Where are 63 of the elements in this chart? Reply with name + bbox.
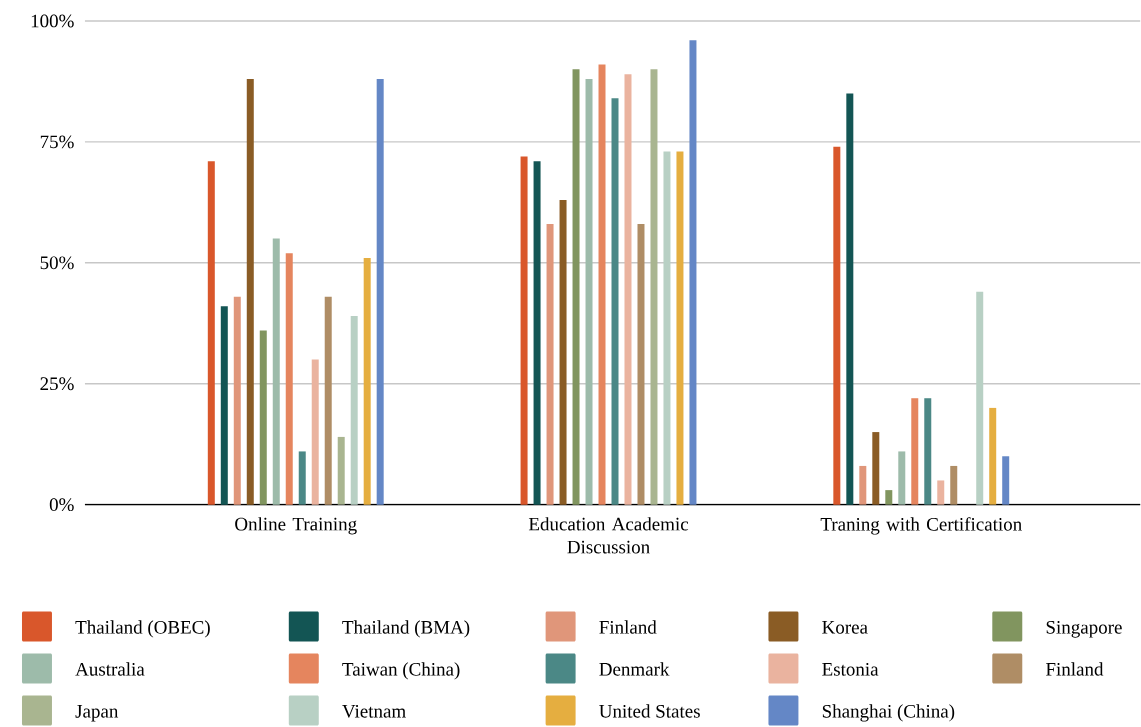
bar bbox=[220, 306, 228, 505]
legend-label: Thailand (BMA) bbox=[342, 620, 470, 638]
legend-label: Japan bbox=[75, 704, 119, 722]
bar bbox=[520, 156, 528, 505]
y-tick-label: 0% bbox=[49, 497, 74, 511]
bar bbox=[533, 161, 541, 505]
legend-label: Shanghai (China) bbox=[822, 704, 955, 722]
bar bbox=[924, 397, 932, 505]
bar bbox=[246, 78, 254, 505]
bar bbox=[976, 291, 984, 505]
legend-label: Denmark bbox=[599, 662, 670, 676]
bar bbox=[272, 238, 280, 505]
bar bbox=[872, 431, 880, 505]
bar bbox=[859, 465, 867, 505]
legend-label: Korea bbox=[822, 620, 868, 634]
bar bbox=[676, 151, 684, 505]
legend-label: United States bbox=[599, 704, 700, 718]
legend-label: Singapore bbox=[1046, 620, 1122, 638]
bar bbox=[950, 465, 958, 505]
bar bbox=[937, 480, 945, 505]
bar bbox=[663, 151, 671, 505]
bar bbox=[350, 315, 358, 505]
bar bbox=[572, 69, 580, 505]
legend-label: Estonia bbox=[822, 662, 879, 676]
bar bbox=[376, 78, 384, 505]
bar bbox=[324, 296, 332, 505]
legend-label: Taiwan (China) bbox=[342, 662, 460, 680]
y-tick-label: 100% bbox=[31, 14, 74, 28]
bar bbox=[285, 252, 293, 505]
bar bbox=[363, 257, 371, 505]
bar bbox=[559, 199, 567, 505]
bar bbox=[624, 73, 632, 505]
bar bbox=[546, 223, 554, 505]
bar bbox=[311, 359, 319, 505]
bar bbox=[298, 451, 306, 505]
bar bbox=[846, 93, 854, 505]
bar bbox=[689, 40, 697, 505]
y-tick-label: 25% bbox=[40, 377, 74, 390]
bar bbox=[833, 146, 841, 505]
x-tick-label: Online Training bbox=[235, 516, 357, 535]
bar bbox=[885, 489, 893, 505]
bar bbox=[650, 69, 658, 505]
bar bbox=[611, 98, 619, 505]
bar bbox=[1002, 456, 1010, 505]
legend-label: Finland bbox=[1046, 662, 1104, 676]
bar bbox=[337, 436, 345, 505]
legend-label: Australia bbox=[75, 662, 145, 676]
bar bbox=[598, 64, 606, 505]
y-tick-label: 50% bbox=[40, 256, 74, 270]
bar bbox=[259, 330, 267, 505]
y-tick-label: 75% bbox=[40, 135, 74, 149]
bar bbox=[637, 223, 645, 505]
legend-label: Vietnam bbox=[342, 704, 406, 718]
x-tick-label: Education Academic Discussion bbox=[528, 516, 689, 554]
bar bbox=[898, 451, 906, 505]
bar bbox=[233, 296, 241, 505]
legend-label: Thailand (OBEC) bbox=[75, 620, 210, 638]
bar bbox=[989, 407, 997, 505]
bar bbox=[911, 397, 919, 505]
bar bbox=[585, 78, 593, 505]
legend-label: Finland bbox=[599, 620, 657, 634]
bar bbox=[207, 161, 215, 505]
x-tick-label: Traning with Certification bbox=[820, 516, 1022, 535]
